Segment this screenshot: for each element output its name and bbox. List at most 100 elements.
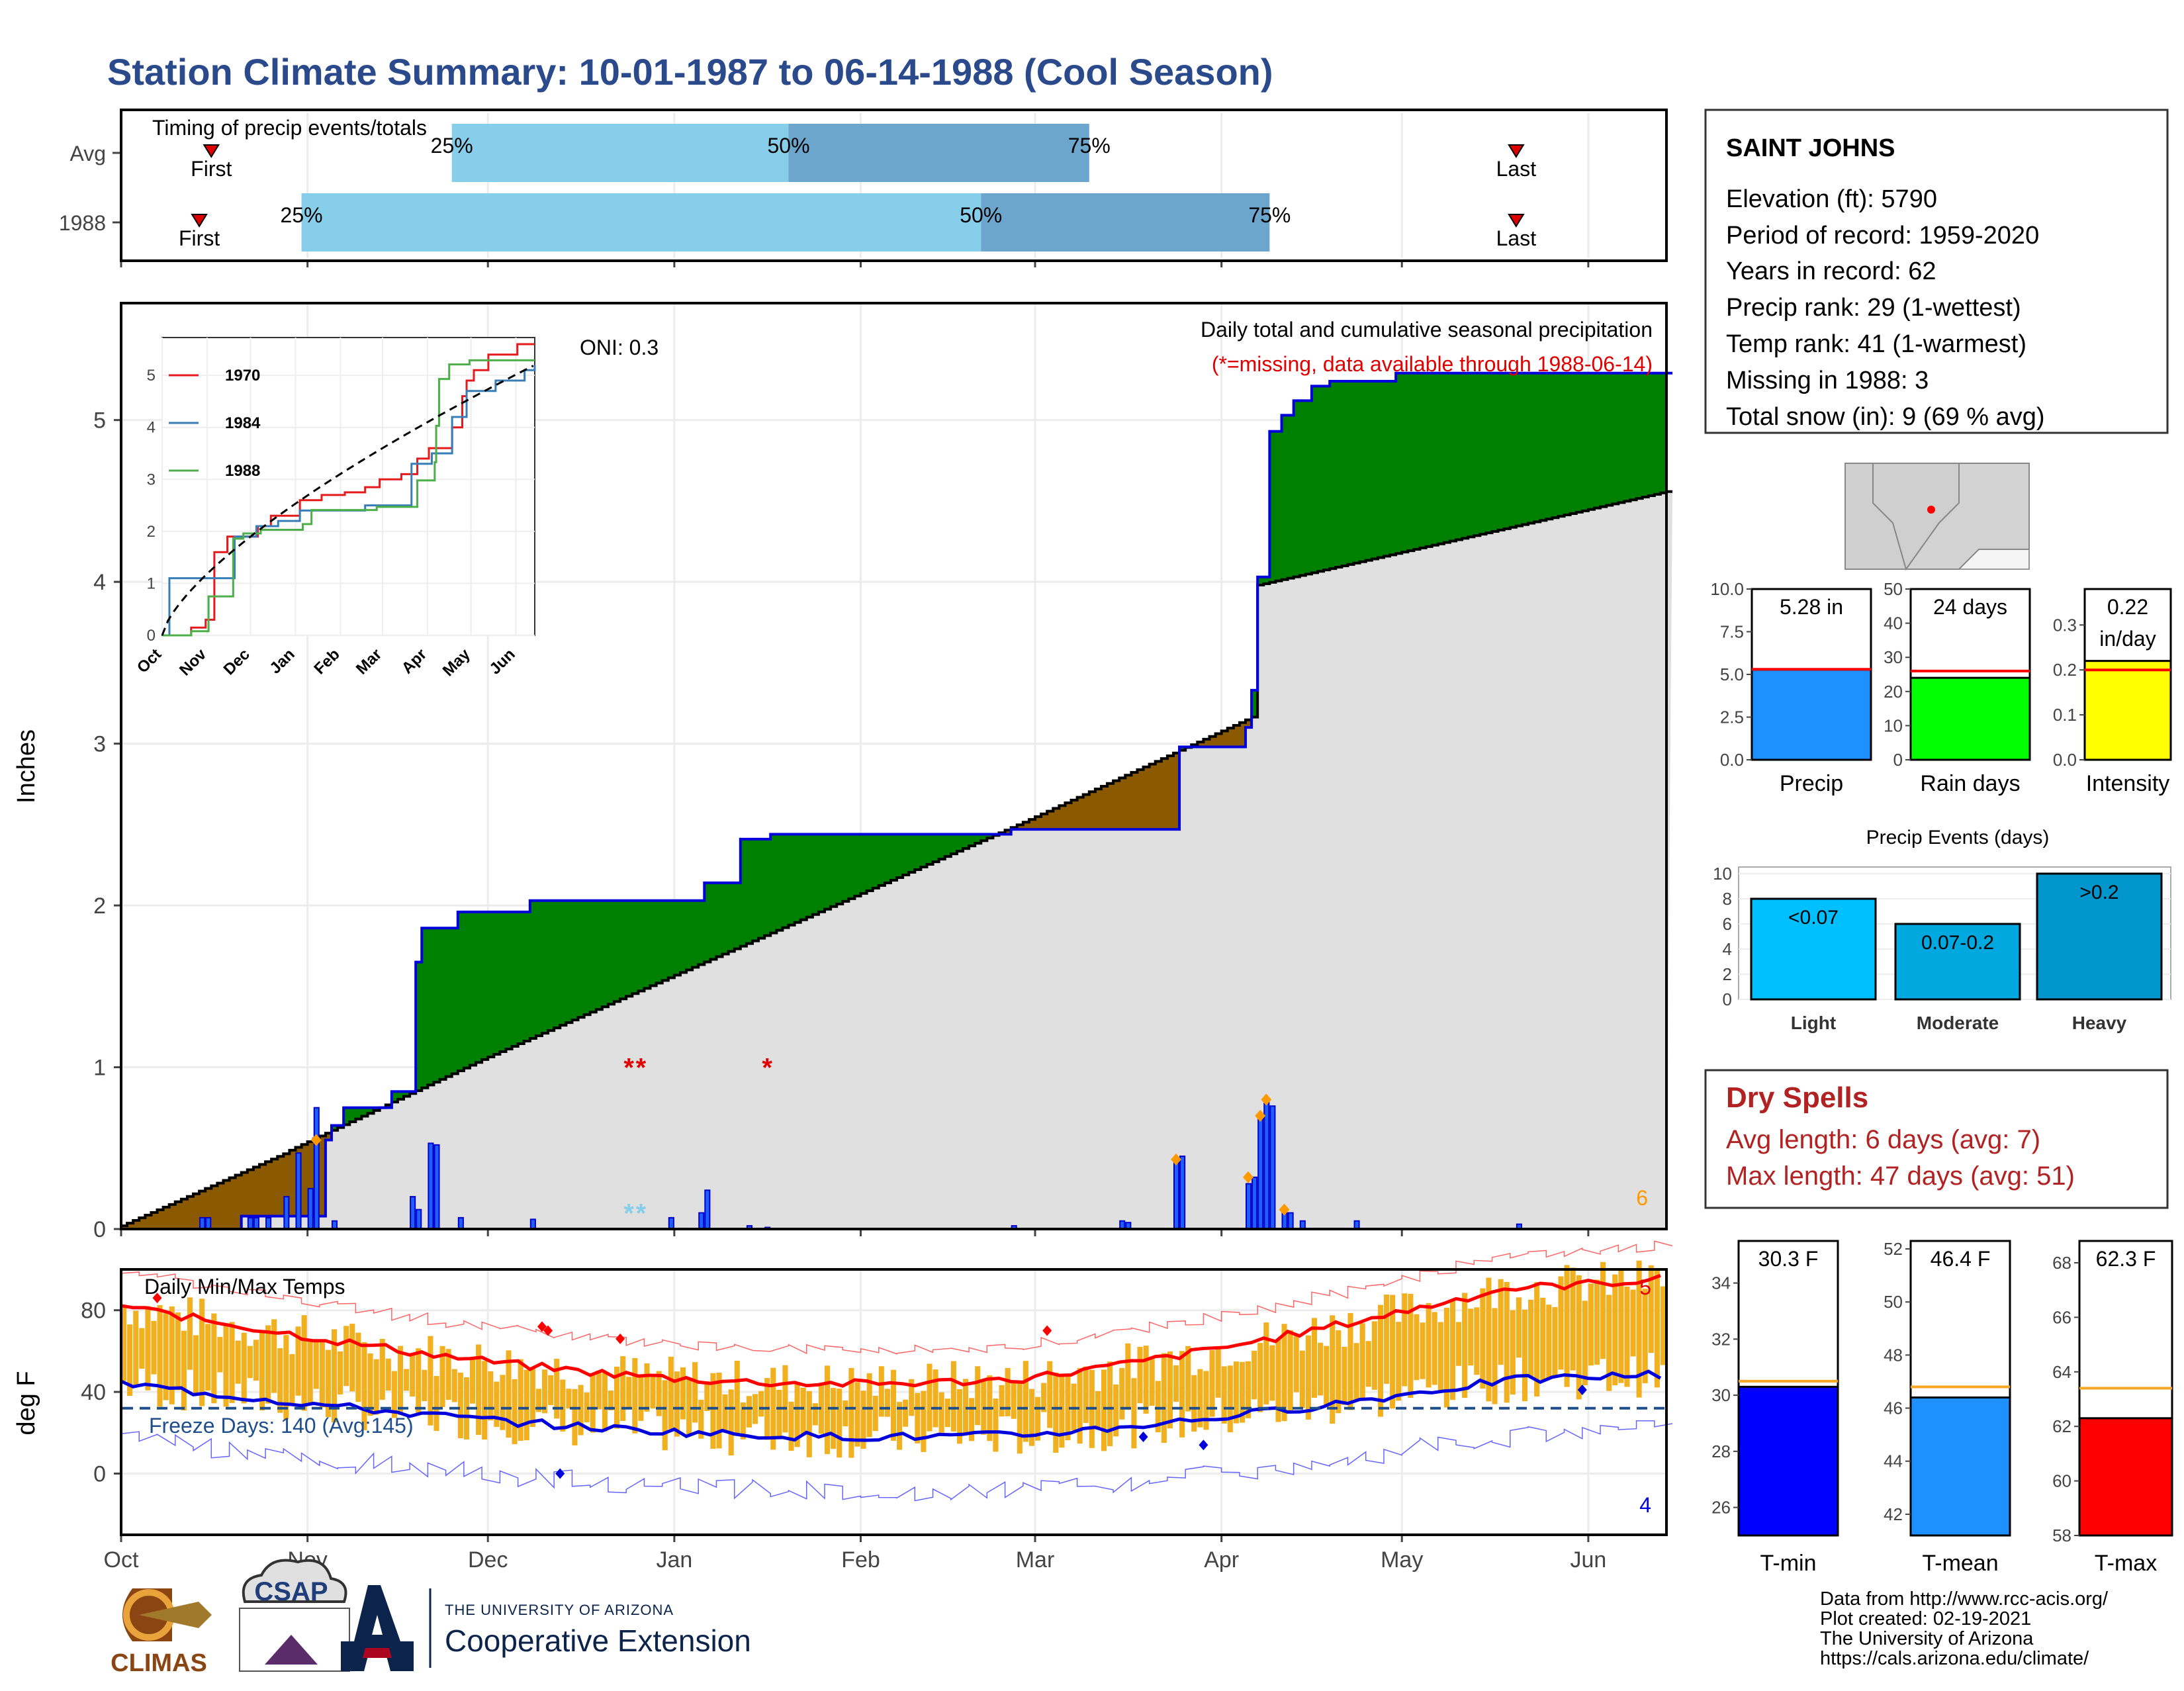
daily-temp-bar [1041, 1383, 1047, 1412]
precip-above-band [373, 1107, 381, 1111]
mini-bar-value-label: 46.4 F [1931, 1247, 1991, 1271]
daily-precip-bar [698, 1212, 705, 1230]
precip-below-band [175, 1201, 182, 1229]
precip-above-band [433, 928, 441, 1083]
daily-precip-bar [247, 1216, 253, 1230]
timing-row-label: 1988 [59, 211, 106, 235]
daily-temp-bar [837, 1389, 842, 1458]
precip-above-band [909, 834, 915, 873]
precip-above-band [1426, 373, 1433, 547]
daily-temp-bar [608, 1391, 614, 1410]
daily-temp-bar [1582, 1301, 1588, 1385]
daily-temp-bar [1618, 1268, 1624, 1383]
timing-label-last: Last [1496, 157, 1537, 181]
precip-ytick-label: 2 [93, 893, 106, 919]
precip-above-band [404, 1091, 410, 1097]
month-label: May [1381, 1547, 1423, 1573]
daily-temp-bar [1642, 1289, 1648, 1383]
daily-temp-bar [1017, 1381, 1023, 1454]
daily-temp-bar [728, 1389, 734, 1456]
timing-label-first: First [179, 226, 220, 250]
temp-bar-ytick-label: 30 [1711, 1385, 1731, 1405]
precip-above-band [764, 839, 771, 936]
timing-panel: 25% 50% 75% First Last Avg 25% 50% 75% First Last 1… [59, 113, 1590, 267]
precip-above-band [848, 834, 856, 899]
mini-bar-name: T-min [1760, 1551, 1817, 1576]
daily-temp-bar [1347, 1312, 1353, 1410]
daily-temp-bar [367, 1353, 373, 1416]
precip-ytick-label: 4 [93, 570, 106, 595]
mini-bar-name: Precip [1780, 771, 1843, 796]
daily-temp-bar [1293, 1336, 1299, 1393]
daily-temp-bar [457, 1372, 463, 1439]
daily-temp-bar [518, 1359, 523, 1441]
csap-logo-text: CSAP [254, 1577, 328, 1606]
timing-bar-50-75 [788, 124, 1089, 182]
inset-ytick-label: 2 [147, 523, 156, 541]
inset-xtick-label: Apr [398, 645, 430, 677]
record-min-line [120, 1420, 1673, 1502]
footer-line-2: Plot created: 02-19-2021 [1820, 1608, 2031, 1629]
precip-above-band [644, 900, 651, 989]
timing-label-25: 25% [431, 134, 473, 158]
precip-above-band [1390, 381, 1396, 555]
precip-below-band [253, 1167, 260, 1216]
daily-temp-bar [752, 1394, 758, 1424]
daily-temp-bar [1233, 1361, 1239, 1424]
precip-above-band [734, 882, 741, 949]
heavy-event-marker [1243, 1171, 1254, 1183]
daily-temp-bar [289, 1353, 295, 1406]
precip-below-band [163, 1207, 170, 1229]
daily-temp-bar [319, 1340, 325, 1408]
daily-temp-bar [145, 1306, 151, 1391]
daily-temp-bar [1462, 1293, 1468, 1398]
daily-temp-bar [1576, 1275, 1582, 1400]
precip-above-band [560, 900, 567, 1026]
daily-temp-bar [782, 1365, 788, 1433]
precip-above-band [541, 900, 549, 1034]
daily-temp-bar [211, 1313, 217, 1404]
daily-temp-bar [1612, 1274, 1618, 1386]
daily-temp-bar [1630, 1289, 1636, 1357]
daily-temp-bar [1606, 1295, 1612, 1391]
daily-temp-bar [1203, 1371, 1209, 1430]
daily-temp-bar [554, 1359, 560, 1419]
precip-above-band [1546, 373, 1553, 520]
precip-ytick-label: 3 [93, 732, 106, 757]
daily-temp-bar [710, 1373, 716, 1449]
daily-temp-bar [584, 1393, 590, 1423]
daily-temp-bar [1426, 1303, 1432, 1388]
mini-bar-value-label: 0.22 [2107, 595, 2148, 619]
mini-bar-value-label: in/day [2099, 627, 2156, 651]
precip-above-band [758, 839, 765, 938]
daily-temp-bar [999, 1385, 1005, 1417]
mini-bar-ytick-label: 0.0 [1720, 750, 1744, 770]
daily-temp-bar [271, 1319, 277, 1393]
precip-above-band [523, 911, 531, 1042]
daily-temp-bar [187, 1297, 193, 1370]
daily-temp-bar [1498, 1279, 1504, 1365]
daily-temp-bar [993, 1398, 999, 1452]
daily-temp-bar [1101, 1369, 1107, 1451]
daily-temp-bar [265, 1325, 271, 1404]
daily-temp-bar [127, 1324, 133, 1396]
precip-above-band [1474, 373, 1480, 536]
mini-bar-value-label: 62.3 F [2096, 1247, 2156, 1271]
month-label: Feb [841, 1547, 880, 1573]
daily-temp-bar [1660, 1286, 1666, 1365]
daily-temp-bar [1437, 1322, 1443, 1393]
missing-data-marker: * [636, 1199, 647, 1228]
daily-temp-bar [1299, 1350, 1305, 1408]
precip-above-band [915, 834, 921, 870]
mini-bar-name: Intensity [2086, 771, 2170, 796]
precip-above-band [1299, 400, 1306, 576]
daily-temp-bar [1474, 1307, 1480, 1375]
precip-above-band [1576, 373, 1583, 512]
daily-temp-bar [1516, 1297, 1522, 1358]
precip-above-band [1179, 747, 1186, 751]
precip-above-band [752, 839, 759, 941]
precip-above-band [1660, 373, 1667, 493]
daily-temp-bar [1486, 1277, 1492, 1402]
precip-above-band [1522, 373, 1529, 525]
daily-temp-bar [1420, 1322, 1426, 1379]
